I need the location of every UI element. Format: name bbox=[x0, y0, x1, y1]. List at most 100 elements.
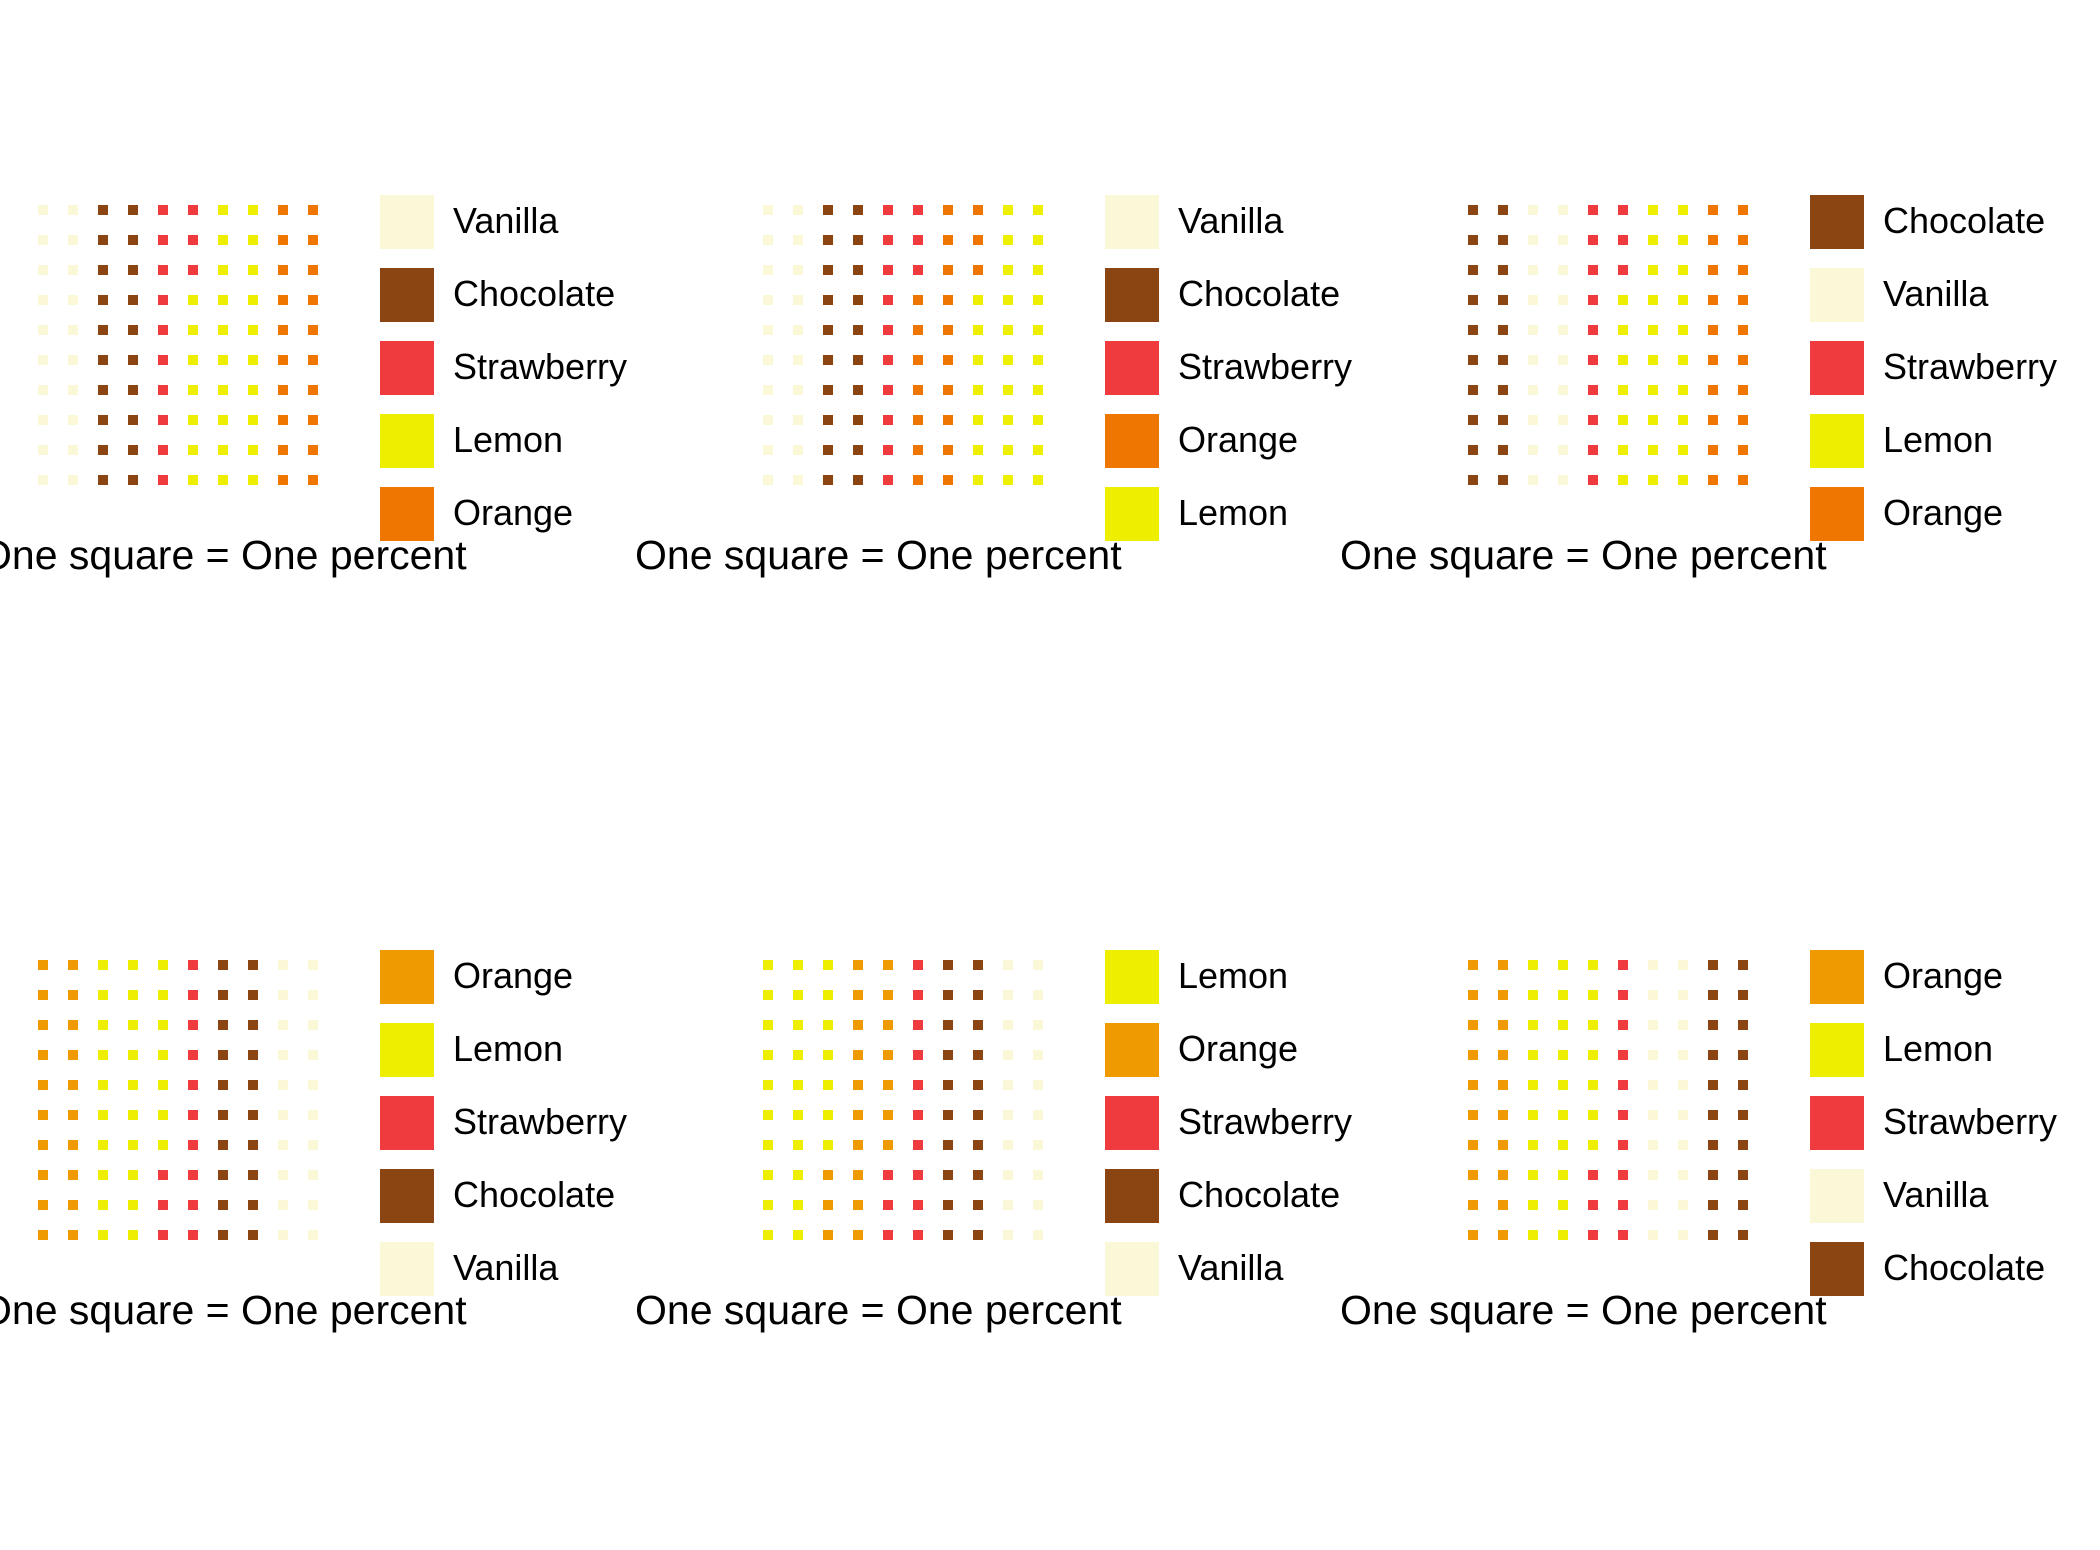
waffle-grid bbox=[1468, 960, 1748, 1240]
waffle-square-vanilla bbox=[793, 235, 803, 245]
waffle-square-orange bbox=[278, 475, 288, 485]
waffle-square-vanilla bbox=[763, 235, 773, 245]
waffle-square-vanilla bbox=[763, 265, 773, 275]
waffle-square-vanilla bbox=[763, 385, 773, 395]
waffle-square-vanilla bbox=[1558, 415, 1568, 425]
waffle-square-lemon bbox=[218, 355, 228, 365]
waffle-square-lemon bbox=[1033, 385, 1043, 395]
waffle-square-orange bbox=[1708, 385, 1718, 395]
legend-item-vanilla: Vanilla bbox=[1810, 1169, 2100, 1225]
waffle-square-orange bbox=[308, 445, 318, 455]
waffle-square-vanilla bbox=[38, 325, 48, 335]
waffle-square-strawberry bbox=[188, 1230, 198, 1240]
waffle-caption: One square = One percent bbox=[0, 1287, 467, 1333]
waffle-square-lemon bbox=[763, 1020, 773, 1030]
waffle-square-lemon bbox=[248, 355, 258, 365]
waffle-square-strawberry bbox=[188, 205, 198, 215]
waffle-square-lemon bbox=[188, 445, 198, 455]
legend-label: Strawberry bbox=[1883, 1101, 2058, 1142]
waffle-square-vanilla bbox=[1528, 445, 1538, 455]
waffle-square-orange bbox=[68, 1050, 78, 1060]
waffle-square-orange bbox=[1738, 445, 1748, 455]
legend-key bbox=[380, 487, 434, 541]
waffle-square-chocolate bbox=[853, 445, 863, 455]
waffle-square-chocolate bbox=[823, 355, 833, 365]
waffle-square-lemon bbox=[1648, 235, 1658, 245]
legend-key bbox=[380, 341, 434, 395]
legend-key bbox=[380, 1096, 434, 1150]
waffle-square-vanilla bbox=[278, 1230, 288, 1240]
waffle-square-lemon bbox=[158, 990, 168, 1000]
legend-label: Orange bbox=[453, 492, 574, 533]
waffle-square-strawberry bbox=[1588, 385, 1598, 395]
waffle-grid bbox=[763, 960, 1043, 1240]
waffle-square-orange bbox=[308, 205, 318, 215]
waffle-square-strawberry bbox=[1588, 205, 1598, 215]
waffle-square-chocolate bbox=[1708, 1110, 1718, 1120]
waffle-square-orange bbox=[38, 1110, 48, 1120]
legend-label: Vanilla bbox=[453, 1247, 559, 1288]
waffle-square-vanilla bbox=[308, 1110, 318, 1120]
waffle-square-lemon bbox=[128, 1050, 138, 1060]
waffle-square-strawberry bbox=[913, 235, 923, 245]
waffle-square-vanilla bbox=[1528, 205, 1538, 215]
waffle-square-lemon bbox=[218, 415, 228, 425]
waffle-square-chocolate bbox=[248, 960, 258, 970]
waffle-grid bbox=[763, 205, 1043, 485]
waffle-square-lemon bbox=[218, 475, 228, 485]
waffle-square-vanilla bbox=[1003, 1170, 1013, 1180]
waffle-square-strawberry bbox=[1588, 1230, 1598, 1240]
waffle-square-vanilla bbox=[1648, 1170, 1658, 1180]
legend-item-strawberry: Strawberry bbox=[1810, 341, 2100, 397]
waffle-square-lemon bbox=[1528, 1020, 1538, 1030]
waffle-square-lemon bbox=[793, 1230, 803, 1240]
waffle-square-orange bbox=[278, 205, 288, 215]
waffle-square-lemon bbox=[793, 1200, 803, 1210]
waffle-square-strawberry bbox=[158, 325, 168, 335]
waffle-square-lemon bbox=[763, 1230, 773, 1240]
waffle-square-orange bbox=[68, 1110, 78, 1120]
waffle-square-chocolate bbox=[1738, 1110, 1748, 1120]
waffle-square-vanilla bbox=[1033, 1140, 1043, 1150]
waffle-square-vanilla bbox=[1678, 990, 1688, 1000]
waffle-square-lemon bbox=[1648, 445, 1658, 455]
legend-key bbox=[1810, 341, 1864, 395]
waffle-square-vanilla bbox=[1558, 235, 1568, 245]
waffle-square-chocolate bbox=[218, 1020, 228, 1030]
waffle-square-chocolate bbox=[98, 325, 108, 335]
waffle-square-lemon bbox=[98, 1020, 108, 1030]
waffle-square-strawberry bbox=[1618, 1140, 1628, 1150]
waffle-square-strawberry bbox=[188, 1020, 198, 1030]
waffle-square-lemon bbox=[158, 960, 168, 970]
legend-item-chocolate: Chocolate bbox=[1105, 1169, 1425, 1225]
legend-key bbox=[1105, 341, 1159, 395]
waffle-square-lemon bbox=[1528, 1050, 1538, 1060]
waffle-square-vanilla bbox=[1678, 1140, 1688, 1150]
legend-key bbox=[1105, 950, 1159, 1004]
waffle-square-lemon bbox=[158, 1140, 168, 1150]
waffle-square-strawberry bbox=[158, 1200, 168, 1210]
waffle-square-chocolate bbox=[128, 295, 138, 305]
waffle-square-lemon bbox=[793, 1020, 803, 1030]
waffle-square-lemon bbox=[248, 385, 258, 395]
waffle-square-lemon bbox=[98, 1080, 108, 1090]
waffle-square-lemon bbox=[218, 205, 228, 215]
legend-key bbox=[380, 1169, 434, 1223]
waffle-square-chocolate bbox=[973, 1050, 983, 1060]
waffle-square-vanilla bbox=[1558, 355, 1568, 365]
waffle-square-chocolate bbox=[1498, 445, 1508, 455]
waffle-square-chocolate bbox=[1708, 990, 1718, 1000]
waffle-square-lemon bbox=[218, 235, 228, 245]
waffle-square-chocolate bbox=[1738, 1050, 1748, 1060]
waffle-square-orange bbox=[68, 990, 78, 1000]
legend-item-vanilla: Vanilla bbox=[1810, 268, 2100, 324]
waffle-square-orange bbox=[1468, 1170, 1478, 1180]
waffle-square-lemon bbox=[248, 295, 258, 305]
legend-item-vanilla: Vanilla bbox=[380, 1242, 700, 1298]
waffle-square-vanilla bbox=[308, 1080, 318, 1090]
waffle-square-chocolate bbox=[1738, 1140, 1748, 1150]
legend-label: Strawberry bbox=[453, 346, 628, 387]
waffle-square-orange bbox=[68, 960, 78, 970]
waffle-square-chocolate bbox=[218, 960, 228, 970]
waffle-square-chocolate bbox=[98, 385, 108, 395]
